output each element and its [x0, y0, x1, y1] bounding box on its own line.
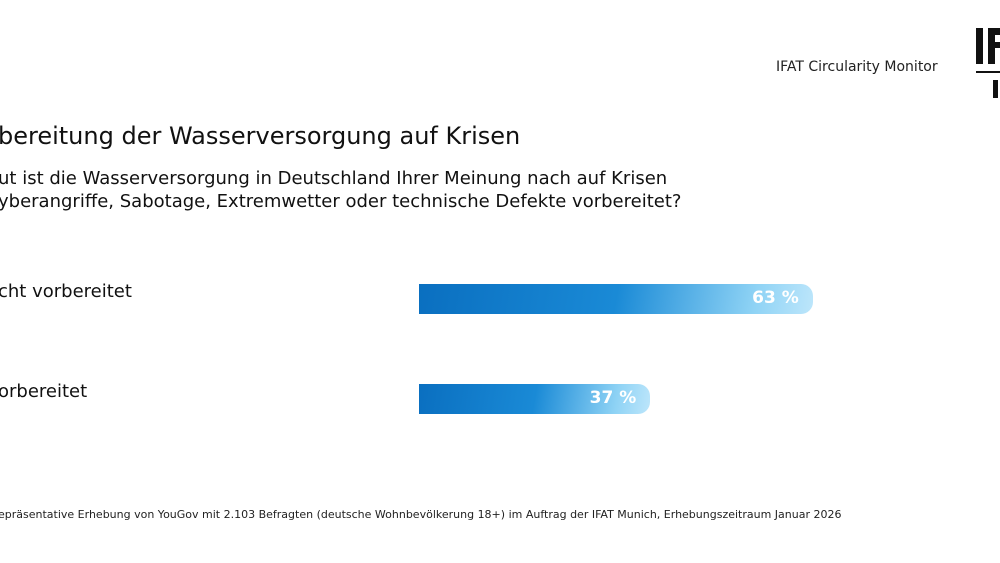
- ifat-logo: [976, 28, 1000, 98]
- logo-letter-f-mid: [988, 42, 1000, 48]
- logo-letter-i: [976, 28, 983, 64]
- category-label: cht vorbereitet: [0, 281, 132, 302]
- bar: 37 %: [419, 384, 651, 414]
- bar: 63 %: [419, 284, 813, 314]
- question-line-1: ut ist die Wasserversorgung in Deutschla…: [0, 168, 668, 189]
- logo-letter-f-bar: [988, 28, 1000, 35]
- data-label: 37 %: [589, 388, 637, 408]
- logo-divider: [976, 71, 1000, 73]
- footnote: epräsentative Erhebung von YouGov mit 2.…: [0, 508, 842, 521]
- data-label: 63 %: [752, 288, 799, 308]
- category-label: orbereitet: [0, 381, 88, 402]
- logo-letter-m: [993, 80, 998, 98]
- chart-title: bereitung der Wasserversorgung auf Krise…: [0, 122, 521, 150]
- report-name: IFAT Circularity Monitor: [776, 59, 938, 75]
- question-line-2: yberangriffe, Sabotage, Extremwetter ode…: [0, 191, 682, 212]
